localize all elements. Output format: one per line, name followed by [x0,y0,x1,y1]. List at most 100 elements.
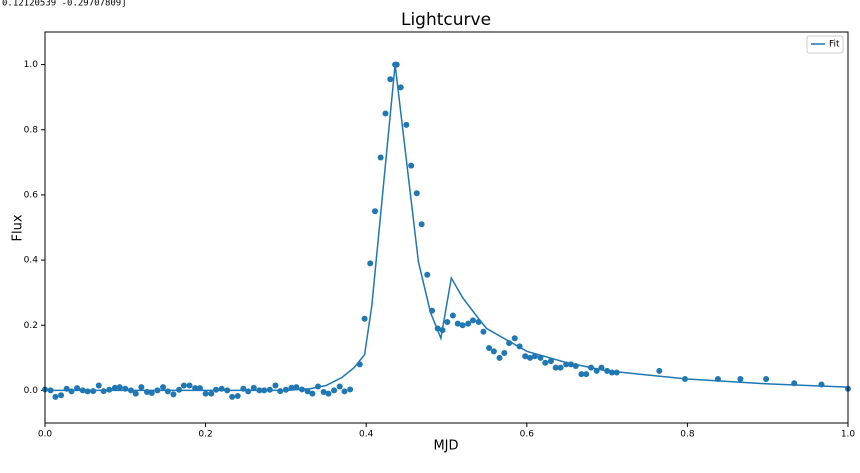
data-point [403,121,410,128]
data-point [213,386,220,393]
data-point [164,388,171,395]
data-point [593,367,600,374]
data-point [613,369,620,376]
data-point [552,364,559,371]
x-axis-label: MJD [433,439,458,454]
data-point [282,386,289,393]
data-point [68,388,75,395]
data-point [138,384,145,391]
data-point [122,385,129,392]
data-point [266,386,273,393]
data-point [347,386,354,393]
data-point [218,385,225,392]
data-point [127,387,134,394]
data-point [336,383,343,390]
data-point [506,340,513,347]
data-point [63,385,70,392]
data-point [84,388,91,395]
data-point [256,387,263,394]
data-point [418,221,425,228]
data-point [408,162,415,169]
data-point [90,388,97,395]
data-point [116,384,123,391]
data-point [288,384,295,391]
data-point [192,385,199,392]
data-point [196,385,203,392]
data-point [180,382,187,389]
data-point [224,387,231,394]
data-point [79,387,86,394]
y-tick-label: 0.4 [24,256,39,266]
data-point [567,361,574,368]
data-point [202,390,209,397]
data-point [511,335,518,342]
data-point [578,371,585,378]
data-point [170,391,177,398]
data-point [148,390,155,397]
x-tick-label: 0.2 [198,430,212,440]
data-point [537,354,544,361]
data-point [160,384,167,391]
data-point [356,361,363,368]
chart-title: Lightcurve [401,10,491,30]
data-point [74,385,81,392]
data-point [304,388,311,395]
x-tick-label: 0.8 [680,430,695,440]
data-point [234,392,241,399]
data-point [367,260,374,267]
data-point [475,318,482,325]
data-point [496,354,503,361]
data-point [598,364,605,371]
data-point [229,393,236,400]
data-point [111,384,118,391]
data-point [608,369,615,376]
data-point [763,376,770,383]
data-point [208,390,215,397]
data-point [486,345,493,352]
data-point [604,367,611,374]
data-point [382,110,389,117]
data-point [542,359,549,366]
data-point [186,382,193,389]
data-point [424,271,431,278]
data-point [106,386,113,393]
data-point [154,387,161,394]
data-point [100,388,107,395]
data-point [583,371,590,378]
x-tick-label: 1.0 [841,430,856,440]
data-point [250,384,257,391]
data-point [143,389,150,396]
data-point [557,364,564,371]
data-point [387,76,394,83]
data-point [444,318,451,325]
data-point [95,382,102,389]
data-point [261,387,268,394]
fit-line [45,64,849,392]
data-point [341,388,348,395]
data-point [429,307,436,314]
y-tick-label: 0.6 [24,190,39,200]
data-point [331,387,338,394]
data-point [465,320,472,327]
data-point [563,361,570,368]
data-point [47,387,54,394]
data-point [656,367,663,374]
data-point [52,393,59,400]
x-tick-label: 0.4 [359,430,374,440]
data-point [449,312,456,319]
data-point [527,354,534,361]
annotation: 0.12120539 -0.29707809] [2,0,127,9]
data-point [454,320,461,327]
data-point [372,208,379,215]
data-point [320,389,327,396]
y-tick-label: 0.2 [24,321,38,331]
data-point [315,383,322,390]
data-point [531,353,538,360]
y-tick-label: 0.0 [24,386,39,396]
plot-frame [44,31,849,424]
legend-label: Fit [829,40,840,50]
data-point [547,358,554,365]
data-point [737,376,744,383]
data-point [714,376,721,383]
